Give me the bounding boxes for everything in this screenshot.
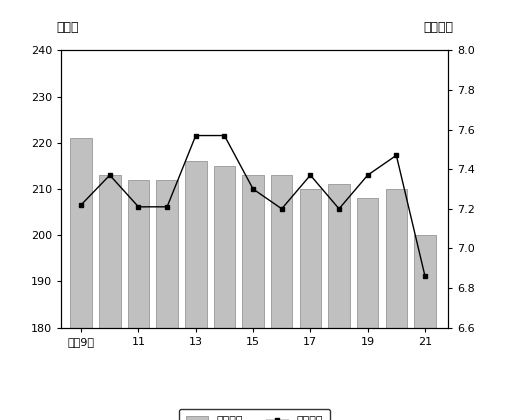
Text: （時間）: （時間）	[423, 21, 453, 34]
Legend: 出勤日数, 労働時間: 出勤日数, 労働時間	[179, 409, 330, 420]
Bar	[300, 189, 321, 420]
Bar	[386, 189, 407, 420]
Bar	[328, 184, 350, 420]
Bar	[70, 138, 92, 420]
Text: （日）: （日）	[56, 21, 78, 34]
Bar	[128, 180, 149, 420]
Bar	[156, 180, 178, 420]
Bar	[414, 235, 436, 420]
Bar	[242, 175, 264, 420]
Bar	[99, 175, 121, 420]
Bar	[271, 175, 293, 420]
Bar	[214, 166, 235, 420]
Bar	[357, 198, 378, 420]
Bar	[185, 161, 207, 420]
